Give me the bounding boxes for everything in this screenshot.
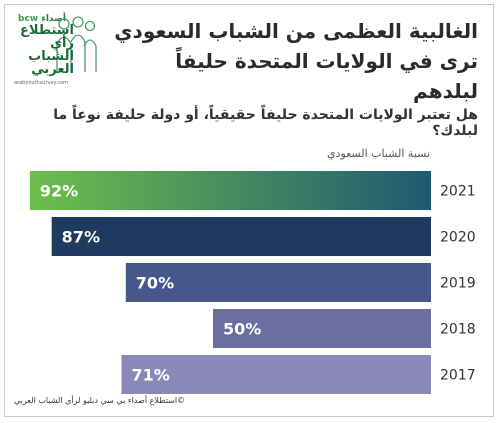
title-line-1: الغالبية العظمى من الشباب السعودي (114, 19, 478, 43)
value-label-2019: 70% (136, 274, 174, 293)
chart-title: الغالبية العظمى من الشباب السعودي ترى في… (108, 16, 478, 106)
category-label-2018: 2018 (440, 322, 476, 338)
value-label-2020: 87% (62, 228, 100, 247)
brand-bcw: bcw (18, 14, 39, 24)
bar-2020 (51, 217, 432, 256)
survey-question: هل تعتبر الولايات المتحدة حليفاً حقيقياً… (53, 107, 478, 139)
bar-2017 (121, 355, 431, 394)
category-label-2021: 2021 (440, 184, 476, 200)
bar-2019 (125, 263, 432, 302)
value-label-2018: 50% (223, 320, 261, 339)
value-label-2017: 71% (131, 366, 169, 385)
asdaa-logo: bcw أصداء استطلاع رأي الشباب العربي arab… (14, 14, 100, 90)
infographic-frame (4, 4, 494, 417)
value-label-2021: 92% (40, 182, 78, 201)
copyright-footer: ©استطلاع أصداء بي سي دبليو لرأي الشباب ا… (14, 396, 186, 405)
category-label-2019: 2019 (440, 276, 476, 292)
bar-2018 (213, 309, 431, 348)
bar-2021 (29, 171, 431, 210)
survey-url: arabyouthsurvey.com (14, 80, 69, 86)
survey-name: استطلاع رأي الشباب العربي (20, 23, 74, 77)
youth-figures-icon (56, 16, 97, 72)
brand-asdaa: أصداء (41, 14, 66, 24)
title-line-2: ترى في الولايات المتحدة حليفاً لبلدهم (175, 49, 478, 103)
category-label-2017: 2017 (440, 368, 476, 384)
category-label-2020: 2020 (440, 230, 476, 246)
legend-label: نسبة الشباب السعودي (326, 147, 430, 160)
brand-wordmark: bcw أصداء (18, 14, 66, 24)
